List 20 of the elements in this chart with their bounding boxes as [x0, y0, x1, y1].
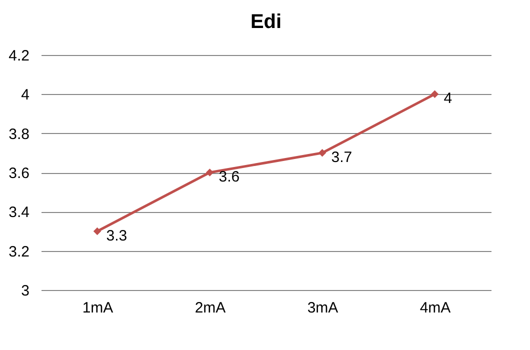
point: [318, 149, 326, 157]
data-label: 4: [444, 90, 452, 108]
data-label: 3.3: [106, 227, 128, 244]
x-tick-label: 4mA: [420, 300, 451, 316]
x-tick-label: 3mA: [307, 300, 338, 316]
y-tick-label: 3.4: [8, 204, 30, 222]
y-tick-label: 3.8: [8, 126, 30, 143]
x-tick-label: 1mA: [82, 300, 114, 316]
data-label: 3.7: [331, 148, 352, 166]
y-tick-label: 3: [21, 282, 30, 300]
y-tick-label: 4.2: [8, 48, 30, 64]
y-tick-label: 3.6: [8, 165, 30, 182]
point: [93, 227, 102, 236]
point: [430, 90, 439, 98]
x-tick-label: 2mA: [194, 300, 226, 316]
y-tick-label: 3.2: [8, 243, 30, 260]
chart-title: Edi: [250, 11, 282, 33]
data-label: 3.6: [218, 168, 240, 186]
y-tick-label: 4: [21, 86, 30, 104]
point: [206, 168, 214, 176]
